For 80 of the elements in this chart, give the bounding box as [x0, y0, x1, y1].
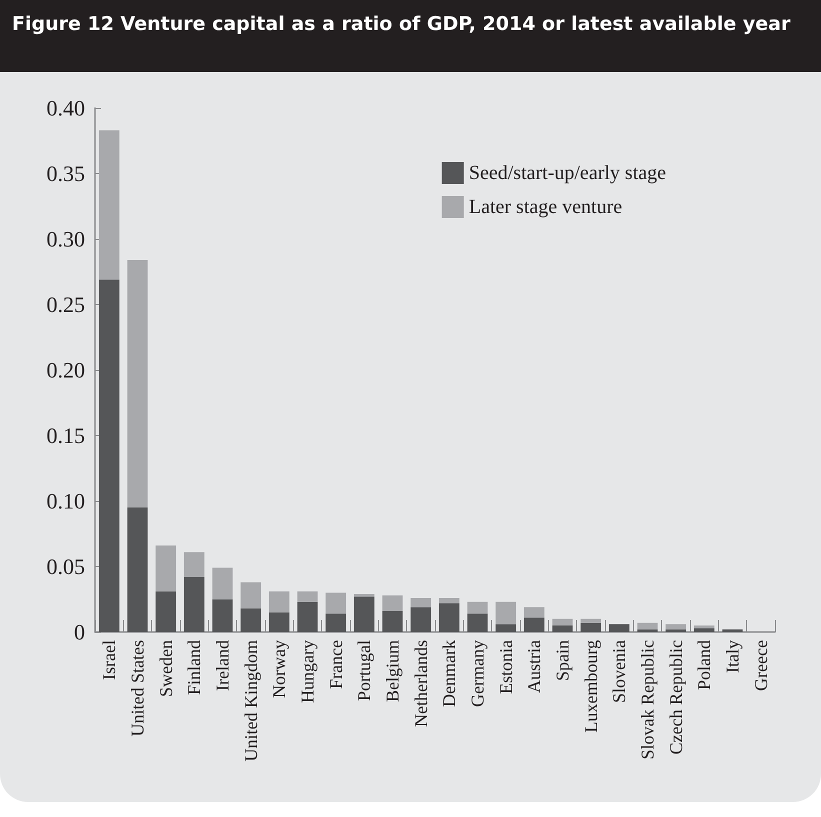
bar [694, 628, 714, 632]
bar [608, 624, 630, 632]
bar [240, 582, 262, 608]
bar [184, 552, 204, 577]
y-tick-label: 0.10 [46, 488, 85, 514]
x-tick-label: Israel [99, 640, 120, 680]
y-tick-label: 0.15 [46, 423, 85, 448]
x-tick-label: Finland [184, 640, 204, 696]
x-tick-label: Netherlands [410, 640, 431, 727]
bar [637, 622, 658, 630]
x-tick-label: Portugal [354, 640, 374, 701]
bar [297, 602, 318, 632]
y-tick-label: 0.40 [46, 96, 85, 120]
x-tick-label: Hungary [298, 640, 318, 703]
bar [326, 614, 346, 632]
bar [268, 591, 290, 612]
x-tick-label: Germany [468, 640, 488, 707]
x-tick-label: United Kingdom [240, 640, 261, 762]
x-tick-label: Spain [552, 640, 572, 682]
x-tick-label: Belgium [382, 640, 402, 702]
bar [410, 607, 432, 632]
bar [467, 602, 488, 614]
bar [666, 629, 686, 632]
legend-label: Later stage venture [468, 196, 622, 218]
bar [127, 508, 148, 632]
x-tick-label: Estonia [496, 640, 516, 694]
y-tick-label: 0.05 [46, 554, 85, 579]
bar [127, 260, 148, 508]
bar [382, 611, 403, 632]
bar [382, 595, 403, 612]
bar [354, 596, 374, 632]
bar [722, 629, 743, 632]
x-tick-label: Slovak Republic [638, 640, 658, 760]
bar [240, 608, 262, 632]
bar [438, 598, 460, 604]
y-tick-label: 0.25 [46, 292, 85, 317]
bar [580, 622, 602, 632]
bar [496, 624, 516, 632]
bar [438, 603, 460, 632]
bar [637, 629, 658, 632]
bar [410, 598, 432, 608]
x-tick-label: Ireland [212, 640, 232, 691]
bar [580, 618, 602, 623]
x-tick-label: United States [128, 640, 148, 736]
bar [666, 624, 686, 630]
x-tick-label: Greece [750, 640, 771, 691]
bar [212, 568, 233, 600]
x-tick-label: Czech Republic [666, 640, 686, 754]
bar [98, 280, 120, 632]
bar [496, 602, 516, 624]
bar [184, 576, 204, 632]
y-tick-label: 0 [74, 620, 85, 644]
bar [156, 591, 176, 632]
bar [552, 625, 573, 632]
bar [297, 591, 318, 602]
x-tick-label: Luxembourg [580, 640, 601, 733]
x-tick-label: France [326, 640, 346, 689]
bar [694, 625, 714, 628]
x-tick-label: Norway [269, 640, 290, 698]
bar [268, 612, 290, 632]
bar [467, 614, 488, 632]
chart-title: Figure 12 Venture capital as a ratio of GDP, 2014 or latest available year [0, 0, 821, 72]
y-tick-label: 0.30 [46, 226, 85, 252]
x-tick-label: Slovenia [609, 640, 630, 703]
y-tick-label: 0.35 [46, 161, 85, 186]
bar [354, 594, 374, 597]
y-tick-label: 0.20 [46, 358, 85, 382]
bar [524, 618, 544, 632]
x-tick-label: Italy [722, 640, 742, 673]
x-tick-label: Poland [694, 640, 714, 690]
bar [212, 599, 233, 632]
bar [552, 618, 573, 626]
bar [524, 607, 544, 618]
bar [326, 592, 346, 614]
x-tick-label: Denmark [439, 640, 460, 707]
x-tick-label: Sweden [156, 640, 176, 697]
x-tick-label: Austria [524, 640, 544, 693]
legend-label: Seed/start-up/early stage [468, 162, 666, 184]
bar [98, 130, 120, 280]
bar [156, 546, 176, 592]
